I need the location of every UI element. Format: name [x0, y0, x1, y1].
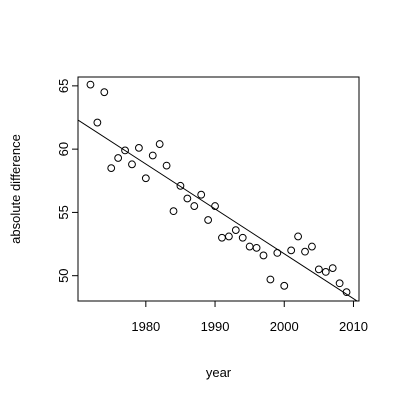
data-point-1979 [135, 143, 143, 152]
plot-frame [77, 76, 360, 302]
data-point-1973 [93, 118, 102, 127]
data-point-2002 [294, 232, 302, 241]
y-tick-label-50: 50 [56, 268, 71, 282]
regression-line [78, 119, 358, 301]
data-point-1999 [273, 249, 282, 257]
data-point-1998 [266, 275, 275, 284]
regression-line-layer [78, 119, 358, 301]
data-point-1980 [141, 174, 150, 183]
data-point-1982 [155, 140, 164, 148]
scatter-points [86, 80, 351, 297]
x-tick-label-2000: 2000 [270, 319, 299, 334]
data-point-1995 [245, 242, 254, 251]
data-point-1993 [231, 226, 240, 235]
data-point-1996 [252, 243, 261, 252]
data-point-1987 [190, 202, 199, 210]
data-point-2005 [314, 265, 323, 274]
x-tick-label-2010: 2010 [339, 319, 368, 334]
x-tick-label-1990: 1990 [201, 319, 230, 334]
data-point-1978 [128, 160, 136, 169]
data-point-1983 [162, 161, 171, 170]
data-point-1988 [197, 190, 206, 199]
x-axis: 1980 1990 2000 2010 [131, 301, 368, 334]
data-point-1992 [224, 232, 233, 241]
data-point-1984 [169, 207, 178, 216]
y-axis: 50 55 60 65 [56, 79, 78, 283]
y-axis-title: absolute difference [8, 134, 23, 244]
y-tick-label-55: 55 [56, 205, 71, 219]
data-point-1981 [148, 151, 157, 160]
data-point-1972 [86, 80, 95, 89]
data-point-1986 [183, 194, 192, 203]
data-point-1990 [211, 202, 219, 210]
data-point-1975 [107, 164, 116, 173]
data-point-2007 [328, 264, 337, 272]
x-axis-title: year [206, 365, 232, 380]
data-point-2003 [301, 247, 309, 256]
data-point-1985 [176, 181, 185, 190]
data-point-1989 [204, 216, 213, 224]
data-point-1977 [121, 146, 129, 155]
data-point-1974 [100, 88, 109, 97]
data-point-2001 [287, 246, 296, 255]
data-point-1976 [114, 154, 123, 162]
data-point-2008 [335, 279, 344, 288]
data-point-2009 [342, 288, 351, 297]
data-point-2004 [308, 242, 316, 251]
data-point-2006 [321, 267, 330, 276]
data-point-1994 [238, 233, 247, 242]
y-tick-label-60: 60 [56, 142, 71, 156]
x-tick-label-1980: 1980 [131, 319, 160, 334]
y-tick-label-65: 65 [56, 79, 71, 93]
data-point-1997 [259, 251, 268, 260]
data-point-2000 [280, 281, 289, 290]
data-point-1991 [218, 233, 226, 242]
